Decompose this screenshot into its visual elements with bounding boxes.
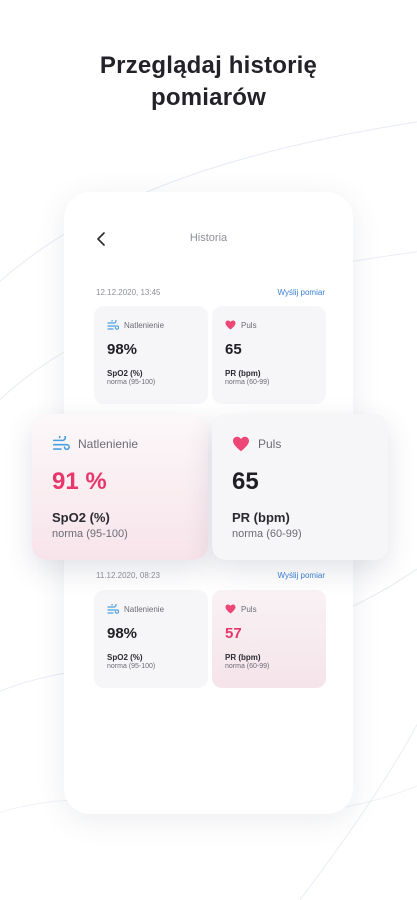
pulse-norm: norma (60-99) (225, 379, 270, 386)
pulse-unit: PR (bpm) (225, 369, 261, 378)
pulse-unit: PR (bpm) (225, 653, 261, 662)
pulse-norm: norma (60-99) (225, 663, 270, 670)
highlight-pulse-card[interactable]: Puls 65 PR (bpm) norma (60-99) (212, 414, 388, 560)
oxygen-label: Natlenienie (124, 604, 165, 614)
oxygen-unit: SpO2 (%) (52, 510, 110, 525)
oxygen-value: 91 % (52, 468, 107, 495)
highlight-oxygen-card[interactable]: Natlenienie 91 % SpO2 (%) norma (95-100) (32, 414, 208, 560)
wind-icon (107, 603, 119, 614)
oxygen-unit: SpO2 (%) (107, 369, 143, 378)
send-measurement-link[interactable]: Wyślij pomiar (277, 571, 326, 580)
chevron-left-icon (97, 232, 105, 246)
headline-line-2: pomiarów (151, 84, 266, 111)
measurement-date: 12.12.2020, 13:45 (96, 288, 161, 297)
pulse-norm: norma (60-99) (232, 528, 302, 540)
pulse-value: 57 (225, 625, 242, 642)
screen-header: Historia (64, 192, 353, 282)
headline-line-1: Przeglądaj historię (99, 52, 318, 79)
oxygen-value: 98% (107, 625, 138, 642)
send-measurement-link[interactable]: Wyślij pomiar (277, 288, 326, 297)
pulse-value: 65 (232, 468, 259, 495)
screen-title: Historia (189, 232, 228, 244)
pulse-unit: PR (bpm) (232, 510, 290, 525)
oxygen-card[interactable]: Natlenienie 98% SpO2 (%) norma (95-100) (94, 590, 208, 688)
pulse-card[interactable]: Puls 57 PR (bpm) norma (60-99) (212, 590, 326, 688)
back-button[interactable] (92, 230, 110, 248)
headline: Przeglądaj historię pomiarów (0, 50, 417, 114)
oxygen-norm: norma (95-100) (107, 663, 156, 670)
oxygen-value: 98% (107, 341, 138, 358)
history-section-header: 11.12.2020, 08:23 Wyślij pomiar (96, 571, 325, 585)
history-section-header: 12.12.2020, 13:45 Wyślij pomiar (96, 288, 325, 302)
wind-icon (52, 436, 70, 451)
wind-icon (107, 319, 119, 330)
pulse-label: Puls (241, 604, 257, 614)
measurement-date: 11.12.2020, 08:23 (96, 571, 160, 580)
oxygen-norm: norma (95-100) (52, 528, 128, 540)
oxygen-label: Natlenienie (78, 437, 139, 451)
oxygen-norm: norma (95-100) (107, 379, 156, 386)
oxygen-unit: SpO2 (%) (107, 653, 143, 662)
pulse-label: Puls (241, 320, 257, 330)
heart-icon (225, 604, 236, 614)
oxygen-card[interactable]: Natlenienie 98% SpO2 (%) norma (95-100) (94, 306, 208, 404)
oxygen-label: Natlenienie (124, 320, 165, 330)
heart-icon (225, 320, 236, 330)
pulse-label: Puls (258, 437, 282, 451)
heart-icon (233, 436, 249, 452)
pulse-value: 65 (225, 341, 242, 358)
pulse-card[interactable]: Puls 65 PR (bpm) norma (60-99) (212, 306, 326, 404)
